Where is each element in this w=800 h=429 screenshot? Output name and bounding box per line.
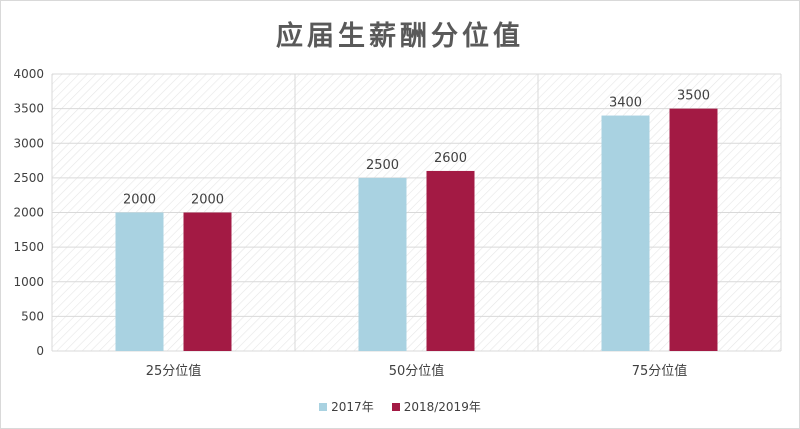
x-category-label: 25分位值 [146, 363, 202, 379]
x-category-label: 75分位值 [632, 363, 688, 379]
legend-label-2018-2019: 2018/2019年 [403, 400, 481, 414]
bar-value-label: 2000 [191, 193, 224, 208]
y-tick-label: 1500 [13, 240, 44, 254]
legend-item-2017: 2017年 [319, 398, 374, 415]
bar [358, 177, 407, 351]
legend: 2017年 2018/2019年 [0, 398, 800, 415]
legend-label-2017: 2017年 [331, 400, 374, 414]
y-tick-label: 1000 [13, 275, 44, 289]
x-category-label: 50分位值 [389, 363, 445, 379]
bar [115, 212, 164, 351]
bar [669, 108, 718, 351]
legend-swatch-2017 [319, 402, 328, 411]
y-tick-label: 0 [36, 344, 44, 358]
y-tick-label: 3000 [13, 136, 44, 150]
y-tick-label: 2000 [13, 206, 44, 220]
bar-value-label: 2600 [434, 151, 467, 166]
y-tick-label: 500 [21, 309, 44, 323]
chart-title: 应届生薪酬分位值 [276, 21, 524, 52]
bar [601, 115, 650, 351]
bar-value-label: 2000 [123, 193, 156, 208]
y-tick-label: 3500 [13, 102, 44, 116]
bar [426, 170, 475, 351]
bar [183, 212, 232, 351]
y-tick-label: 4000 [13, 67, 44, 81]
bar-value-label: 3500 [677, 89, 710, 104]
legend-swatch-2018-2019 [391, 402, 400, 411]
y-tick-label: 2500 [13, 171, 44, 185]
legend-item-2018-2019: 2018/2019年 [391, 398, 481, 415]
bar-value-label: 2500 [366, 158, 399, 173]
bar-value-label: 3400 [609, 96, 642, 111]
